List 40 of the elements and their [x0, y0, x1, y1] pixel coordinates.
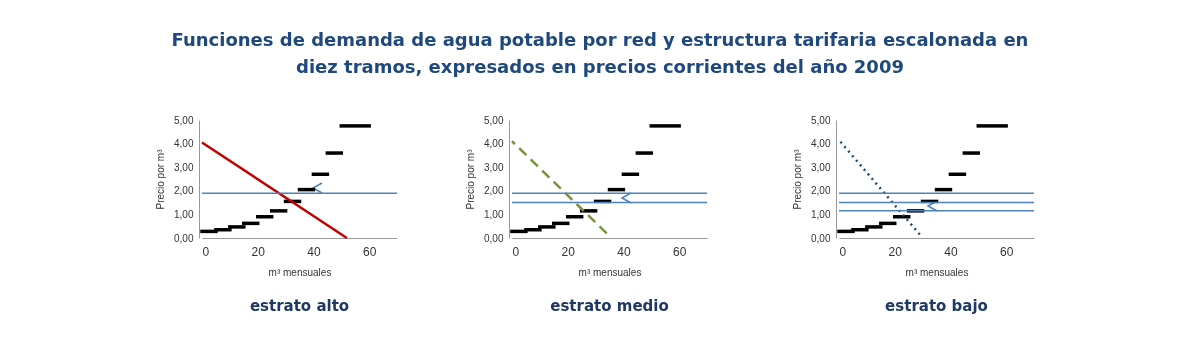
y-tick-label: 2,00	[484, 185, 504, 197]
text: estrato bajo	[885, 297, 988, 315]
x-tick-label: 20	[888, 244, 903, 259]
x-tick-label: 60	[362, 244, 377, 259]
text: estrato medio	[550, 297, 669, 315]
x-tick-label: 20	[251, 244, 266, 259]
y-tick-label: 0,00	[174, 232, 194, 244]
x-axis-title: m³ mensuales	[905, 266, 969, 278]
y-axis-title: Precio por m³	[154, 148, 166, 210]
y-tick-label: 0,00	[811, 232, 831, 244]
y-tick-label: 1,00	[174, 208, 194, 220]
y-tick-label: 5,00	[811, 114, 831, 126]
x-tick-label: 20	[561, 244, 576, 259]
text: Funciones de demanda de agua potable por red y estructura tarifaria escalonada en diez tramos, expresados en precios corrientes del año 2009	[170, 28, 1030, 79]
x-tick-label: 0	[839, 244, 847, 259]
y-tick-label: 3,00	[811, 161, 831, 173]
x-axis-title: m³ mensuales	[578, 266, 642, 278]
y-tick-label: 3,00	[484, 161, 504, 173]
y-tick-label: 5,00	[174, 114, 194, 126]
x-tick-label: 60	[672, 244, 687, 259]
y-tick-label: 1,00	[484, 208, 504, 220]
y-tick-label: 4,00	[811, 138, 831, 150]
y-tick-label: 0,00	[484, 232, 504, 244]
y-tick-label: 1,00	[811, 208, 831, 220]
x-tick-label: 40	[617, 244, 631, 259]
x-tick-label: 0	[202, 244, 210, 259]
y-tick-label: 5,00	[484, 114, 504, 126]
y-tick-label: 2,00	[174, 185, 194, 197]
y-tick-label: 2,00	[811, 185, 831, 197]
y-tick-label: 4,00	[174, 138, 194, 150]
y-axis-title: Precio por m³	[791, 148, 803, 210]
y-tick-label: 4,00	[484, 138, 504, 150]
y-axis-title: Precio por m³	[464, 148, 476, 210]
x-tick-label: 40	[307, 244, 321, 259]
x-tick-label: 60	[999, 244, 1014, 259]
y-tick-label: 3,00	[174, 161, 194, 173]
x-axis-title: m³ mensuales	[268, 266, 332, 278]
x-tick-label: 0	[512, 244, 520, 259]
text: estrato alto	[249, 297, 350, 315]
x-tick-label: 40	[944, 244, 958, 259]
